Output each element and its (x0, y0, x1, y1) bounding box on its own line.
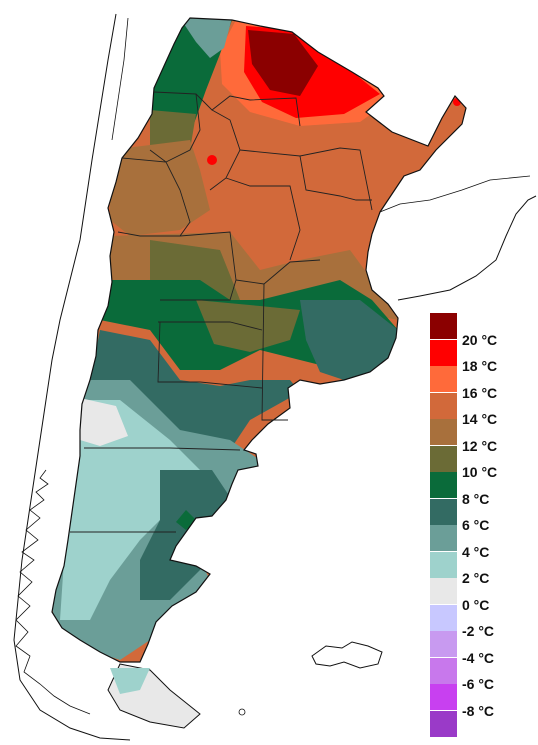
chile-outline (13, 13, 131, 741)
zone-22c (248, 30, 318, 96)
legend-swatch (430, 710, 457, 737)
zone-4c (60, 400, 200, 620)
legend-tick-label: 18 °C (462, 358, 498, 374)
legend-tick-label: -8 °C (462, 702, 495, 719)
legend-tick-label: 4 °C (462, 543, 490, 560)
legend-swatch (430, 604, 457, 631)
legend-swatch (430, 313, 457, 339)
legend-tick-label: 12 °C (462, 437, 498, 454)
legend-swatch (430, 472, 457, 498)
malvinas-islands (311, 641, 383, 669)
fjord-coast (15, 469, 91, 715)
legend-swatch (430, 551, 457, 578)
zone-14c-w (110, 140, 210, 236)
zone-20c-spot (207, 155, 217, 165)
zone-2c (80, 398, 128, 446)
legend-tick-label: -4 °C (462, 649, 495, 666)
zone-8c (90, 330, 300, 470)
legend-tick-label: 6 °C (462, 517, 490, 533)
legend-swatch (430, 657, 457, 684)
legend-tick-label: -6 °C (462, 676, 495, 692)
legend-swatch (430, 445, 457, 472)
temperature-legend: 20 °C 18 °C 16 °C 14 °C 12 °C 10 °C 8 °C 6 °C 4 … (430, 313, 534, 737)
zone-4c-tdf (110, 668, 150, 694)
legend-tick-label: 0 °C (462, 596, 490, 613)
legend-tick-label: 10 °C (462, 464, 498, 480)
legend-swatch (430, 366, 457, 392)
legend-swatch (430, 392, 457, 419)
province-boundaries (70, 91, 373, 533)
legend-swatch (430, 498, 457, 525)
legend-tick-label: 14 °C (462, 411, 498, 427)
legend-tick-label: 16 °C (462, 384, 498, 401)
legend-swatch (430, 419, 457, 445)
legend-tick-label: 2 °C (462, 570, 490, 586)
legend-tick-label: 8 °C (462, 490, 490, 507)
legend-swatch (430, 525, 457, 551)
zone-8c-east (300, 300, 398, 382)
legend-swatch (430, 339, 457, 366)
zone-12c-south (196, 300, 300, 352)
legend-swatch (430, 684, 457, 710)
legend-tick-label: 20 °C (462, 331, 498, 348)
border-line (111, 17, 129, 141)
small-island (238, 708, 246, 716)
zone-6c-nw (180, 18, 232, 58)
brazil-border (379, 175, 531, 213)
uruguay-coast (397, 195, 537, 301)
legend-swatch (430, 631, 457, 657)
legend-swatch (430, 578, 457, 604)
legend-tick-label: -2 °C (462, 623, 495, 639)
